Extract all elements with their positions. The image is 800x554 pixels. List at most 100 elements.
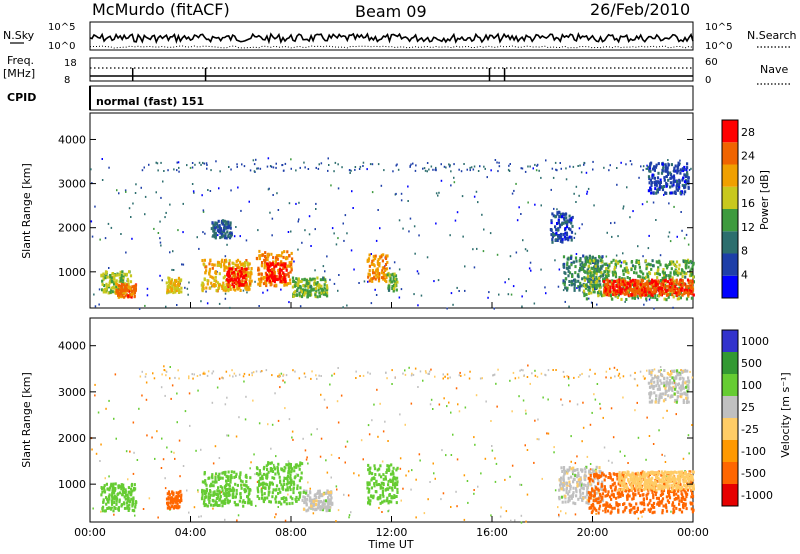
power-region-0-cell (119, 279, 122, 283)
velocity-region-6-cell (566, 483, 569, 487)
power-noise-point (673, 205, 675, 208)
power-noise-point (395, 192, 397, 195)
power-region-3-cell (213, 263, 216, 267)
power-region-11-cell (561, 238, 564, 242)
power-region-12-cell (598, 268, 602, 272)
power-region-15-cell (658, 183, 661, 187)
velocity-noise-point (148, 497, 151, 500)
power-noise-point (288, 202, 291, 205)
power-noise-point (342, 306, 344, 309)
power-region-6-cell (288, 261, 291, 265)
power-region-13-cell (679, 272, 682, 276)
velocity-region-2-cell (225, 493, 228, 497)
power-region-13-cell (642, 272, 645, 276)
power-region-15-cell (673, 177, 676, 180)
power-noise-point (94, 305, 97, 308)
power-region-13-cell (670, 267, 673, 271)
power-region-12-cell (571, 274, 574, 278)
velocity-region-6-cell (597, 480, 600, 484)
velocity-region-6-cell (595, 465, 598, 469)
power-noise-point (350, 249, 353, 252)
velocity-region-5-cell (368, 481, 371, 485)
power-region-12-cell (566, 286, 569, 290)
velocity-band-point (446, 373, 449, 376)
power-noise-point (146, 287, 149, 290)
power-band-point (275, 166, 277, 169)
power-region-15-cell (681, 178, 684, 182)
power-region-14-cell (657, 280, 660, 283)
power-region-14-cell (645, 282, 648, 286)
velocity-region-2-cell (229, 478, 232, 482)
velocity-band-point (251, 374, 253, 377)
power-region-2-cell (175, 286, 178, 290)
power-noise-point (508, 164, 510, 167)
power-region-12-cell (595, 270, 598, 274)
power-region-6-cell (264, 255, 267, 258)
power-region-11-cell (570, 218, 573, 222)
power-region-3-cell (234, 263, 237, 267)
velocity-region-3-cell (266, 496, 269, 500)
power-region-15-cell (672, 183, 675, 187)
velocity-region-5-cell (386, 464, 389, 468)
power-noise-point (568, 305, 570, 308)
power-region-9-cell (379, 256, 382, 260)
power-noise-point (573, 192, 575, 195)
power-band-point (688, 169, 691, 171)
power-region-6-cell (289, 270, 292, 274)
velocity-region-6-cell (576, 480, 579, 484)
velocity-region-6-cell (597, 490, 600, 494)
power-region-7-cell (276, 278, 279, 282)
power-region-10-cell (392, 289, 395, 293)
power-region-9-cell (372, 258, 375, 262)
velocity-noise-point (302, 437, 304, 440)
power-noise-point (217, 234, 219, 237)
velocity-region-6-cell (562, 488, 565, 492)
power-region-11-cell (568, 218, 571, 222)
power-band-point (307, 168, 310, 170)
power-noise-point (494, 159, 497, 161)
power-noise-point (169, 251, 171, 254)
velocity-region-5-cell (371, 472, 374, 476)
velocity-region-3-cell (260, 482, 263, 486)
power-region-11-cell (552, 214, 555, 218)
power-noise-point (556, 208, 558, 211)
power-region-14-cell (667, 293, 670, 297)
power-region-13-cell (592, 290, 595, 294)
power-region-12-cell (562, 255, 566, 259)
power-region-14-cell (660, 288, 663, 292)
velocity-region-7-cell (610, 493, 613, 497)
power-band-point (664, 163, 666, 166)
power-region-5-cell (227, 222, 230, 226)
velocity-noise-point (305, 458, 308, 461)
power-region-9-cell (371, 277, 374, 281)
power-region-15-cell (652, 191, 655, 195)
power-noise-point (101, 179, 104, 181)
velocity-noise-point (245, 395, 247, 398)
velocity-region-6-cell (568, 468, 571, 472)
velocity-noise-point (524, 409, 527, 412)
power-band-point (460, 170, 463, 173)
velocity-noise-point (133, 451, 135, 454)
power-band-point (354, 168, 356, 171)
velocity-region-0-cell (133, 483, 136, 487)
power-region-11-cell (570, 216, 573, 220)
power-region-14-cell (622, 278, 625, 282)
power-noise-point (522, 239, 524, 242)
velocity-noise-point (491, 445, 493, 447)
velocity-region-3-cell (292, 487, 295, 491)
velocity-region-2-cell (214, 492, 217, 496)
power-noise-point (622, 252, 624, 255)
power-region-13-cell (672, 295, 675, 299)
power-region-12-cell (590, 266, 593, 270)
power-region-13-cell (689, 269, 692, 273)
y-tick-label: 1000 (58, 266, 86, 279)
power-region-8-cell (323, 283, 326, 287)
velocity-region-3-cell (294, 497, 297, 501)
power-band-point (354, 166, 357, 168)
velocity-region-1-cell (176, 502, 179, 506)
velocity-region-3-cell (271, 470, 275, 473)
power-region-7-cell (274, 276, 277, 280)
velocity-noise-point (151, 436, 153, 439)
power-region-7-cell (273, 278, 276, 282)
power-region-11-cell (562, 233, 565, 236)
